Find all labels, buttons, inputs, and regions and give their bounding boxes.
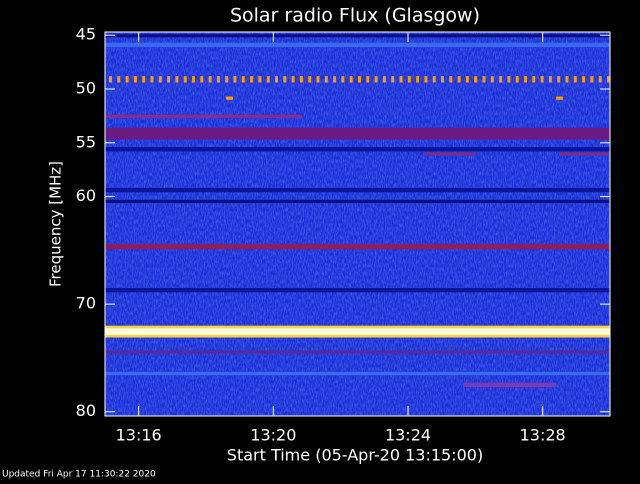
emission-band [105, 350, 610, 354]
emission-band [105, 288, 610, 293]
x-tick-label: 13:16 [116, 426, 162, 445]
emission-band [105, 187, 610, 193]
x-axis-label: Start Time (05-Apr-20 13:15:00) [227, 446, 483, 465]
emission-band [463, 382, 557, 387]
y-tick-label: 45 [76, 25, 96, 44]
emission-band [105, 199, 610, 204]
y-tick-label: 70 [76, 294, 96, 313]
footer: Updated Fri Apr 17 11:30:22 2020 [2, 470, 156, 480]
emission-band [226, 96, 233, 100]
emission-band [105, 328, 610, 335]
noise-texture [105, 32, 610, 416]
emission-band [105, 147, 610, 152]
emission-band [105, 127, 610, 140]
emission-band [105, 42, 610, 48]
emission-band [105, 371, 610, 376]
emission-band [556, 96, 563, 100]
y-tick-label: 50 [76, 79, 96, 98]
emission-band [105, 34, 610, 38]
y-tick-label: 55 [76, 132, 96, 151]
emission-band [424, 152, 476, 156]
x-tick-label: 13:24 [385, 426, 431, 445]
y-tick-label: 80 [76, 401, 96, 420]
chart-title: Solar radio Flux (Glasgow) [230, 5, 480, 27]
emission-band [105, 243, 610, 250]
y-tick-label: 60 [76, 186, 96, 205]
emission-band [105, 114, 302, 119]
x-tick-label: 13:20 [250, 426, 296, 445]
plot-frame [104, 31, 611, 417]
y-axis-label: Frequency [MHz] [47, 161, 65, 287]
emission-band [559, 152, 610, 156]
x-tick-label: 13:28 [520, 426, 566, 445]
